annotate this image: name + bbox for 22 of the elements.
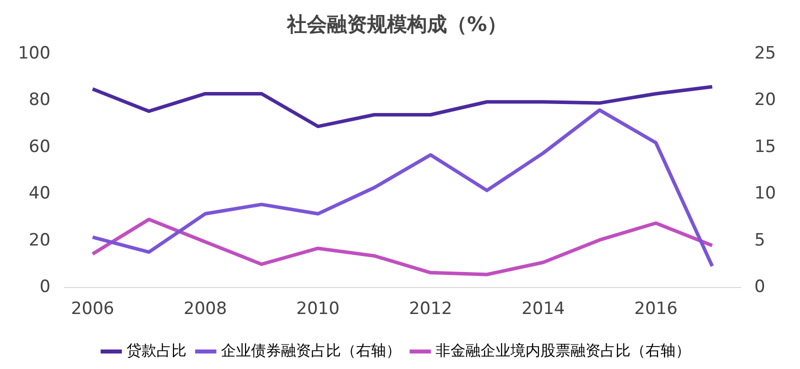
legend-label: 非金融企业境内股票融资占比（右轴） <box>435 341 690 360</box>
y-tick-label: 80 <box>28 90 50 110</box>
x-tick-label: 2008 <box>184 299 227 320</box>
x-tick-label: 2014 <box>522 299 565 320</box>
y2-tick-label: 20 <box>754 90 776 110</box>
y-tick-label: 60 <box>28 136 50 157</box>
legend-label: 企业债券融资占比（右轴） <box>220 341 401 360</box>
y2-tick-label: 25 <box>754 43 776 64</box>
y2-tick-label: 5 <box>754 230 766 250</box>
y-tick-label: 100 <box>18 43 50 64</box>
x-tick-label: 2010 <box>296 299 340 320</box>
y2-tick-label: 0 <box>754 277 766 298</box>
y-tick-label: 40 <box>28 184 50 204</box>
y-tick-label: 0 <box>40 277 50 298</box>
y2-tick-label: 15 <box>754 136 776 157</box>
legend-label: 贷款占比 <box>126 341 186 360</box>
x-tick-label: 2012 <box>408 299 452 320</box>
x-tick-label: 2006 <box>70 299 114 320</box>
y2-tick-label: 10 <box>754 184 776 204</box>
y-tick-label: 20 <box>28 230 50 250</box>
x-tick-label: 2016 <box>634 299 678 320</box>
chart-title: 社会融资规模构成（%） <box>286 12 508 36</box>
